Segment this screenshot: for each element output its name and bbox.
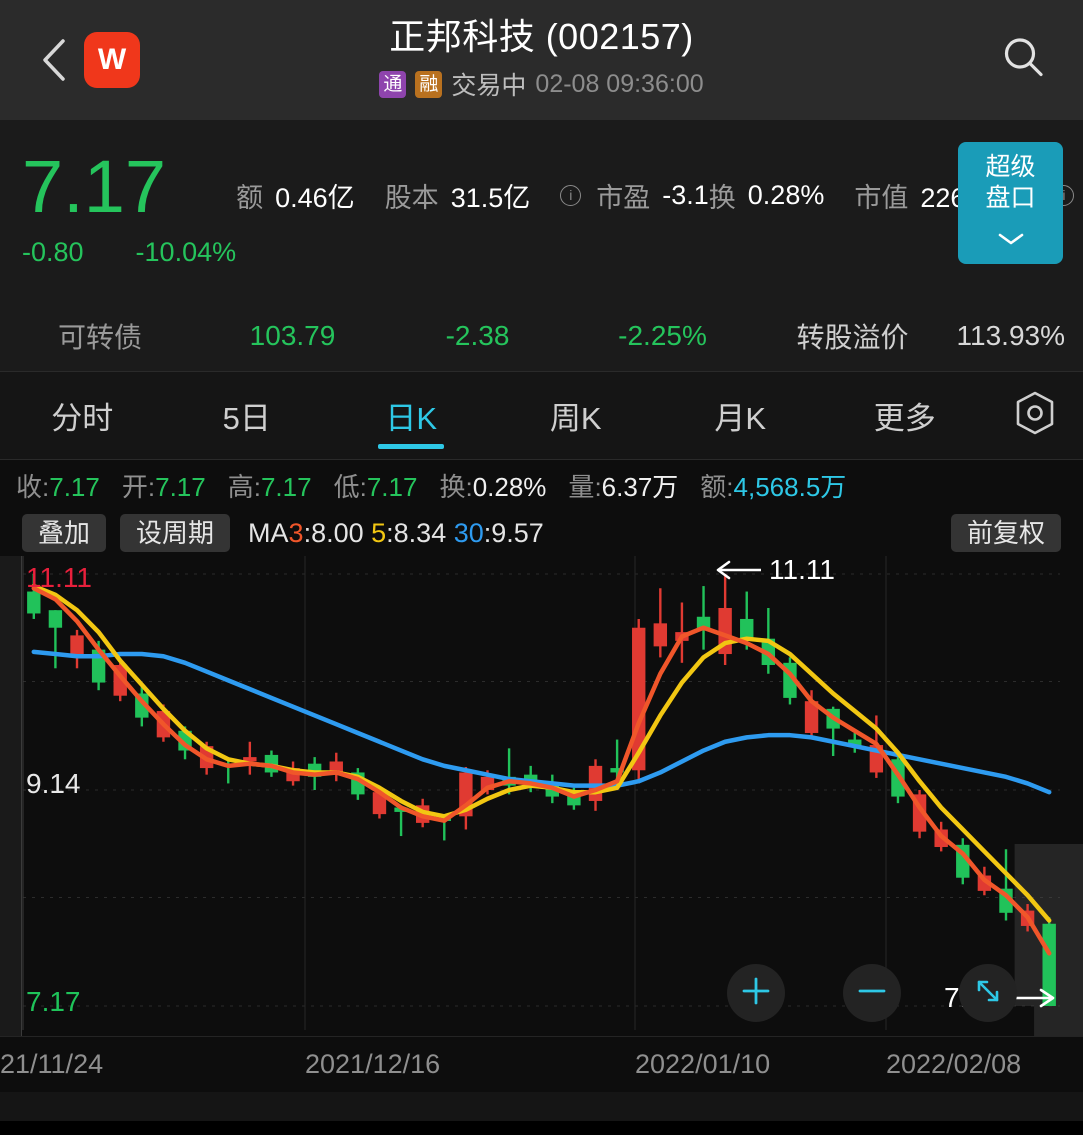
- x-axis-tick: 2022/02/08: [886, 1049, 1022, 1079]
- chevron-left-icon: [39, 36, 69, 84]
- stat-label: 额: [236, 182, 264, 213]
- bond-price: 103.79: [249, 319, 336, 351]
- stat-pe[interactable]: i 市盈 -3.1: [560, 176, 709, 215]
- chart-zoom-controls: [727, 964, 1017, 1022]
- info-icon[interactable]: i: [560, 184, 582, 206]
- quote-stats-grid: 额 0.46亿 股本 31.5亿 i 市盈 -3.1 换 0.28% 市值 22…: [236, 173, 1083, 245]
- overlay-button[interactable]: 叠加: [22, 513, 107, 553]
- app-logo[interactable]: W: [84, 32, 140, 88]
- chart-period-tabs: 分时 5日 日K 周K 月K 更多: [0, 372, 1083, 460]
- x-axis-tick: 2021/12/16: [305, 1049, 441, 1079]
- expand-arrows-icon: [971, 974, 1005, 1013]
- stat-value: -3.1: [662, 179, 709, 210]
- chart-x-axis: 21/11/24 2021/12/16 2022/01/10 2022/02/0…: [0, 1036, 1083, 1092]
- stat-value: 31.5亿: [450, 182, 531, 213]
- app-header: W 正邦科技 (002157) 通 融 交易中 02-08 09:36:00: [0, 0, 1083, 120]
- tab-daily-k[interactable]: 日K: [329, 372, 494, 459]
- ma5-value: :8.34: [386, 517, 454, 548]
- gear-icon: [1014, 390, 1056, 441]
- chart-left-gutter: [0, 556, 22, 1036]
- chart-settings-button[interactable]: [987, 390, 1083, 441]
- chart-canvas[interactable]: [0, 556, 1083, 1036]
- plus-icon: [739, 974, 773, 1013]
- quote-panel: 7.17 -0.80 -10.04% 额 0.46亿 股本 31.5亿 i 市盈…: [0, 120, 1083, 300]
- ma-legend: MA3:8.00 5:8.34 30:9.57: [248, 518, 544, 549]
- stat-label: 市盈: [596, 182, 651, 213]
- super-orderbook-label-2: 盘口: [985, 183, 1036, 212]
- page-title: 正邦科技 (002157): [389, 16, 694, 57]
- last-price: 7.17: [22, 145, 167, 229]
- chevron-down-icon: [997, 223, 1025, 254]
- stat-turnover: 换 0.28%: [709, 176, 825, 215]
- header-subline: 通 融 交易中 02-08 09:36:00: [379, 66, 704, 102]
- stat-shares: 股本 31.5亿: [385, 176, 531, 215]
- stat-amount: 额 0.46亿: [236, 176, 355, 215]
- ohlc-close: 收:7.17: [16, 471, 100, 502]
- stat-value: 0.28%: [747, 179, 825, 210]
- ma3-value: :8.00: [303, 517, 372, 548]
- ohlc-turnover: 换:0.28%: [439, 471, 547, 502]
- ma5-key: 5: [371, 517, 387, 548]
- tab-more[interactable]: 更多: [873, 401, 936, 436]
- candlestick-chart[interactable]: 11.11 9.14 7.17 11.11 7.17: [0, 554, 1083, 1036]
- ma30-value: :9.57: [483, 517, 544, 548]
- bond-change: -2.38: [445, 319, 510, 351]
- footer-strip: [0, 1092, 1083, 1121]
- ohlc-volume: 量:6.37万: [568, 471, 679, 502]
- fullscreen-button[interactable]: [959, 964, 1017, 1022]
- ma3-key: 3: [288, 517, 304, 548]
- search-button[interactable]: [1001, 35, 1047, 86]
- ma-prefix: MA: [248, 517, 289, 548]
- status-badge: 交易中: [451, 72, 527, 100]
- bond-change-pct: -2.25%: [618, 319, 707, 351]
- stat-label: 市值: [854, 182, 909, 213]
- zoom-in-button[interactable]: [727, 964, 785, 1022]
- x-axis-tick: 2022/01/10: [635, 1049, 771, 1079]
- stat-value: 0.46亿: [275, 182, 355, 213]
- bond-label: 可转债: [57, 321, 142, 353]
- super-orderbook-button[interactable]: 超级 盘口: [958, 142, 1063, 264]
- header-center: 正邦科技 (002157) 通 融 交易中 02-08 09:36:00: [0, 8, 1083, 102]
- tab-5day[interactable]: 5日: [222, 401, 271, 436]
- adjust-price-button[interactable]: 前复权: [950, 513, 1061, 553]
- badge-tong: 通: [379, 70, 407, 98]
- ma30-key: 30: [453, 517, 484, 548]
- badge-rong: 融: [415, 70, 443, 98]
- price-change-pct: -10.04%: [135, 236, 237, 267]
- set-period-button[interactable]: 设周期: [120, 513, 231, 553]
- tab-monthly-k[interactable]: 月K: [714, 401, 767, 436]
- chart-toolbar: 叠加 设周期 MA3:8.00 5:8.34 30:9.57 前复权: [0, 510, 1083, 556]
- zoom-out-button[interactable]: [843, 964, 901, 1022]
- quote-stats-row-1: 额 0.46亿 股本 31.5亿 i 市盈 -3.1: [236, 176, 709, 215]
- bond-premium-value: 113.93%: [956, 319, 1065, 351]
- price-block: 7.17 -0.80 -10.04%: [22, 145, 237, 267]
- search-icon: [1001, 38, 1047, 85]
- x-axis-tick: 21/11/24: [0, 1049, 104, 1079]
- back-button[interactable]: [26, 36, 82, 84]
- minus-icon: [855, 974, 889, 1013]
- ohlc-high: 高:7.17: [227, 471, 312, 502]
- price-change: -0.80: [22, 236, 84, 267]
- tab-minute[interactable]: 分时: [51, 401, 114, 436]
- tab-weekly-k[interactable]: 周K: [549, 401, 602, 436]
- stat-label: 换: [708, 182, 736, 213]
- convertible-bond-row[interactable]: 可转债 103.79 -2.38 -2.25% 转股溢价 113.93%: [0, 300, 1083, 372]
- bond-premium-label: 转股溢价: [796, 321, 909, 353]
- ohlc-info-bar: 收:7.17 开:7.17 高:7.17 低:7.17 换:0.28% 量:6.…: [0, 460, 1083, 510]
- trade-timestamp: 02-08 09:36:00: [535, 69, 704, 98]
- ohlc-low: 低:7.17: [333, 471, 418, 502]
- super-orderbook-label-1: 超级: [985, 153, 1036, 182]
- stat-label: 股本: [384, 182, 439, 213]
- ohlc-amount: 额:4,568.5万: [700, 471, 847, 502]
- ohlc-open: 开:7.17: [121, 471, 206, 502]
